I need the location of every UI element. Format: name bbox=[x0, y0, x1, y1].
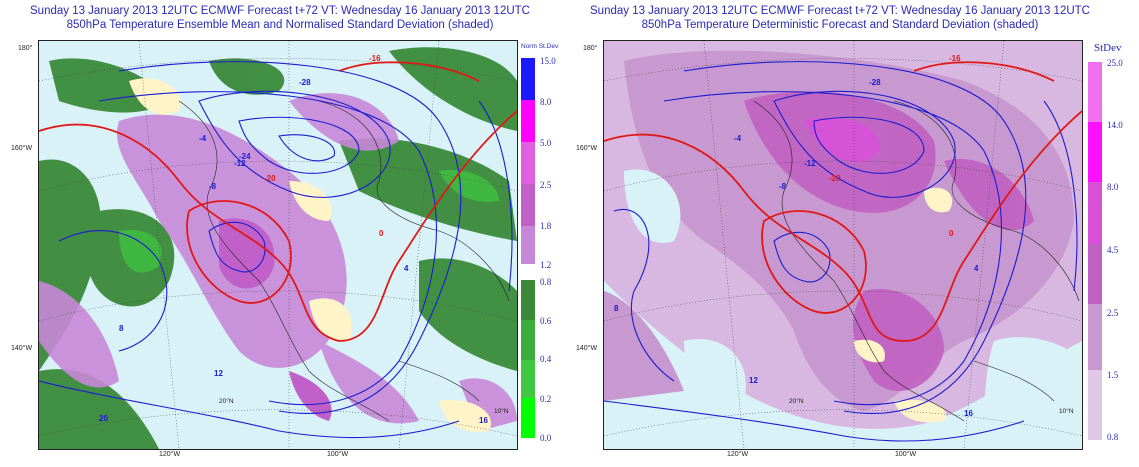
left-contour-label-20: 20 bbox=[99, 414, 108, 423]
left-lat-label-160w: 160°W bbox=[11, 145, 33, 152]
right-contour-label-12: 12 bbox=[749, 376, 758, 385]
left-colorbar-title: Norm St.Dev bbox=[521, 43, 559, 50]
right-colorbar-tick-25: 25.0 bbox=[1107, 58, 1123, 68]
left-contour-label-m4: -4 bbox=[199, 134, 207, 143]
left-lat-label-180: 180° bbox=[18, 45, 33, 52]
left-colorbar-seg-2_5 bbox=[521, 184, 535, 226]
right-lat-label-160w: 160°W bbox=[576, 145, 598, 152]
left-map: -16 -20 -24 -28 -12 -8 -4 0 4 8 12 16 20… bbox=[38, 40, 518, 450]
right-contour-label-m4: -4 bbox=[734, 134, 742, 143]
left-title-line1: Sunday 13 January 2013 12UTC ECMWF Forec… bbox=[30, 5, 530, 17]
right-colorbar-tick-0_8: 0.8 bbox=[1107, 432, 1119, 442]
right-colorbar-tick-8: 8.0 bbox=[1107, 182, 1119, 192]
right-colorbar-seg-1_5 bbox=[1088, 370, 1102, 440]
left-lon-label-100w: 100°W bbox=[327, 451, 349, 458]
right-contour-label-4: 4 bbox=[974, 264, 979, 273]
left-contour-label-m24: -24 bbox=[239, 152, 251, 161]
left-map-label-10n: 10°N bbox=[494, 407, 509, 415]
right-contour-label-m8: -8 bbox=[779, 182, 787, 191]
right-colorbar-seg-25 bbox=[1088, 62, 1102, 122]
left-colorbar bbox=[521, 58, 535, 438]
left-contour-label-4: 4 bbox=[404, 264, 409, 273]
left-contour-label-m12: -12 bbox=[234, 159, 246, 168]
left-colorbar-seg-0_6 bbox=[521, 320, 535, 360]
left-colorbar-seg-0_8 bbox=[521, 280, 535, 320]
left-lon-label-120w: 120°W bbox=[159, 451, 181, 458]
left-colorbar-tick-0_6: 0.6 bbox=[540, 316, 552, 326]
left-colorbar-tick-2_5: 2.5 bbox=[540, 180, 552, 190]
left-colorbar-tick-8: 8.0 bbox=[540, 97, 552, 107]
right-lon-label-120w: 120°W bbox=[727, 451, 749, 458]
right-colorbar-seg-4_5 bbox=[1088, 244, 1102, 304]
right-colorbar-seg-2_5 bbox=[1088, 304, 1102, 370]
right-contour-label-m12: -12 bbox=[804, 159, 816, 168]
left-colorbar-tick-1_8: 1.8 bbox=[540, 221, 552, 231]
left-contour-label-16: 16 bbox=[479, 416, 488, 425]
left-colorbar-seg-0_2 bbox=[521, 398, 535, 438]
right-contour-label-8: 8 bbox=[614, 304, 619, 313]
left-lat-label-140w: 140°W bbox=[11, 345, 33, 352]
left-contour-label-8: 8 bbox=[119, 324, 124, 333]
right-contour-label-m28: -28 bbox=[869, 78, 881, 87]
right-map-label-20n: 20°N bbox=[789, 397, 804, 405]
right-contour-label-16: 16 bbox=[964, 409, 973, 418]
left-contour-label-12: 12 bbox=[214, 369, 223, 378]
left-colorbar-seg-15 bbox=[521, 58, 535, 100]
left-colorbar-tick-5: 5.0 bbox=[540, 138, 552, 148]
right-colorbar-tick-1_5: 1.5 bbox=[1107, 370, 1119, 380]
left-colorbar-tick-0_0: 0.0 bbox=[540, 433, 552, 443]
right-colorbar-seg-14 bbox=[1088, 122, 1102, 182]
left-contour-label-0: 0 bbox=[379, 229, 384, 238]
left-colorbar-tick-0_8: 0.8 bbox=[540, 277, 552, 287]
right-colorbar-seg-8 bbox=[1088, 182, 1102, 244]
left-title-line2: 850hPa Temperature Ensemble Mean and Nor… bbox=[66, 19, 494, 31]
right-title-line2: 850hPa Temperature Deterministic Forecas… bbox=[641, 19, 1039, 31]
left-contour-label-m28: -28 bbox=[299, 78, 311, 87]
left-colorbar-seg-1_2 bbox=[521, 264, 535, 280]
right-map: -16 -20 -28 -12 -8 -4 0 4 8 12 16 20°N 1… bbox=[603, 40, 1083, 450]
left-colorbar-seg-1_8 bbox=[521, 226, 535, 264]
right-title-line1: Sunday 13 January 2013 12UTC ECMWF Forec… bbox=[590, 5, 1090, 17]
left-contour-label-m8: -8 bbox=[209, 182, 217, 191]
right-colorbar-tick-4_5: 4.5 bbox=[1107, 245, 1119, 255]
left-map-label-20n: 20°N bbox=[219, 397, 234, 405]
right-lat-label-180: 180° bbox=[583, 45, 598, 52]
left-contour-label-m20: -20 bbox=[264, 174, 276, 183]
left-colorbar-tick-1_2: 1.2 bbox=[540, 260, 552, 270]
left-colorbar-seg-0_4 bbox=[521, 360, 535, 398]
right-colorbar bbox=[1088, 62, 1102, 440]
left-colorbar-tick-0_4: 0.4 bbox=[540, 354, 552, 364]
left-contour-label-m16: -16 bbox=[369, 54, 381, 63]
left-colorbar-seg-8 bbox=[521, 100, 535, 142]
right-contour-label-0: 0 bbox=[949, 229, 954, 238]
right-lon-label-100w: 100°W bbox=[895, 451, 917, 458]
left-colorbar-tick-15: 15.0 bbox=[540, 56, 556, 66]
right-map-label-10n: 10°N bbox=[1059, 407, 1074, 415]
right-colorbar-tick-14: 14.0 bbox=[1107, 120, 1123, 130]
left-colorbar-seg-5 bbox=[521, 142, 535, 184]
right-colorbar-title: StDev bbox=[1094, 42, 1122, 54]
right-contour-label-m20: -20 bbox=[829, 174, 841, 183]
right-lat-label-140w: 140°W bbox=[576, 345, 598, 352]
right-contour-label-m16: -16 bbox=[949, 54, 961, 63]
right-colorbar-tick-2_5: 2.5 bbox=[1107, 308, 1119, 318]
left-colorbar-tick-0_2: 0.2 bbox=[540, 394, 552, 404]
